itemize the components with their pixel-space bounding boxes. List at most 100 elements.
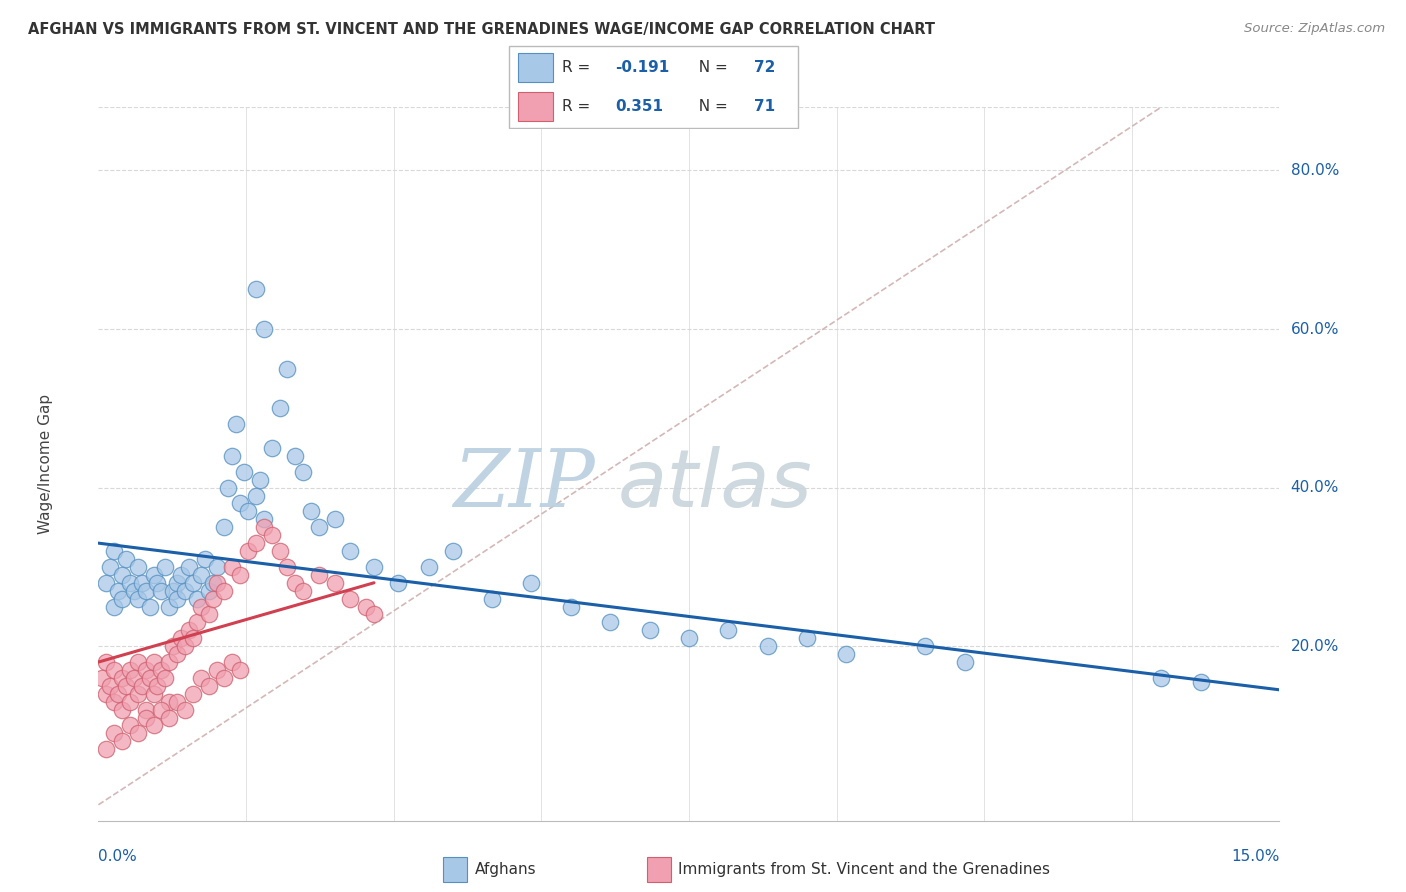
Point: [118, 718, 141, 732]
Point: [284, 449, 307, 463]
Point: [225, 417, 247, 432]
Point: [118, 695, 141, 709]
Point: [339, 591, 361, 606]
Point: [135, 583, 157, 598]
Point: [835, 647, 858, 661]
Point: [717, 624, 740, 638]
Point: [214, 520, 236, 534]
Point: [236, 504, 259, 518]
Point: [142, 687, 165, 701]
Point: [150, 703, 173, 717]
Point: [245, 282, 267, 296]
Point: [560, 599, 582, 614]
Point: [299, 504, 322, 518]
Text: 0.351: 0.351: [616, 99, 664, 114]
Text: 71: 71: [754, 99, 775, 114]
Point: [249, 473, 271, 487]
Point: [115, 552, 138, 566]
Point: [276, 361, 298, 376]
Point: [103, 663, 125, 677]
Point: [155, 560, 177, 574]
Point: [229, 496, 252, 510]
Point: [131, 679, 153, 693]
Point: [678, 632, 700, 646]
Point: [229, 663, 252, 677]
FancyBboxPatch shape: [509, 46, 799, 128]
Point: [96, 687, 118, 701]
Point: [166, 695, 188, 709]
Point: [214, 671, 236, 685]
Text: 15.0%: 15.0%: [1232, 849, 1279, 864]
Point: [638, 624, 661, 638]
Point: [107, 687, 129, 701]
Point: [115, 679, 138, 693]
Point: [387, 575, 409, 590]
Point: [103, 726, 125, 740]
Point: [233, 465, 256, 479]
Point: [354, 599, 377, 614]
Text: N =: N =: [689, 60, 733, 75]
Point: [217, 481, 239, 495]
Point: [214, 583, 236, 598]
Point: [111, 734, 134, 748]
Bar: [517, 54, 554, 82]
Point: [98, 679, 121, 693]
Point: [201, 591, 224, 606]
Point: [122, 671, 145, 685]
Point: [157, 599, 180, 614]
Point: [260, 528, 283, 542]
Point: [186, 591, 208, 606]
Point: [122, 583, 145, 598]
Point: [236, 544, 259, 558]
Point: [174, 639, 197, 653]
Point: [953, 655, 976, 669]
Point: [201, 575, 224, 590]
Point: [221, 449, 243, 463]
Point: [481, 591, 503, 606]
Point: [756, 639, 779, 653]
Point: [599, 615, 621, 630]
Point: [98, 560, 121, 574]
Point: [292, 465, 315, 479]
Point: [96, 742, 118, 756]
Point: [150, 583, 173, 598]
Point: [155, 671, 177, 685]
Point: [197, 607, 219, 622]
Point: [308, 520, 330, 534]
Point: [796, 632, 818, 646]
Point: [103, 695, 125, 709]
Point: [186, 615, 208, 630]
Point: [135, 703, 157, 717]
Point: [103, 544, 125, 558]
Point: [177, 624, 200, 638]
Text: AFGHAN VS IMMIGRANTS FROM ST. VINCENT AND THE GRENADINES WAGE/INCOME GAP CORRELA: AFGHAN VS IMMIGRANTS FROM ST. VINCENT AN…: [28, 22, 935, 37]
Text: 20.0%: 20.0%: [1291, 639, 1339, 654]
Point: [190, 567, 212, 582]
Point: [181, 575, 204, 590]
Point: [1150, 671, 1173, 685]
Text: N =: N =: [689, 99, 733, 114]
Point: [914, 639, 936, 653]
Point: [308, 567, 330, 582]
Text: -0.191: -0.191: [616, 60, 669, 75]
Bar: [443, 857, 467, 882]
Point: [150, 663, 173, 677]
Point: [127, 591, 149, 606]
Point: [127, 687, 149, 701]
Point: [111, 703, 134, 717]
Point: [253, 520, 276, 534]
Point: [181, 632, 204, 646]
Point: [127, 655, 149, 669]
Point: [166, 575, 188, 590]
Point: [118, 663, 141, 677]
Point: [190, 599, 212, 614]
Point: [1189, 674, 1212, 689]
Point: [162, 639, 184, 653]
Point: [269, 401, 291, 416]
Point: [170, 632, 193, 646]
Point: [190, 671, 212, 685]
Point: [96, 655, 118, 669]
Point: [118, 575, 141, 590]
Point: [96, 575, 118, 590]
Point: [111, 671, 134, 685]
